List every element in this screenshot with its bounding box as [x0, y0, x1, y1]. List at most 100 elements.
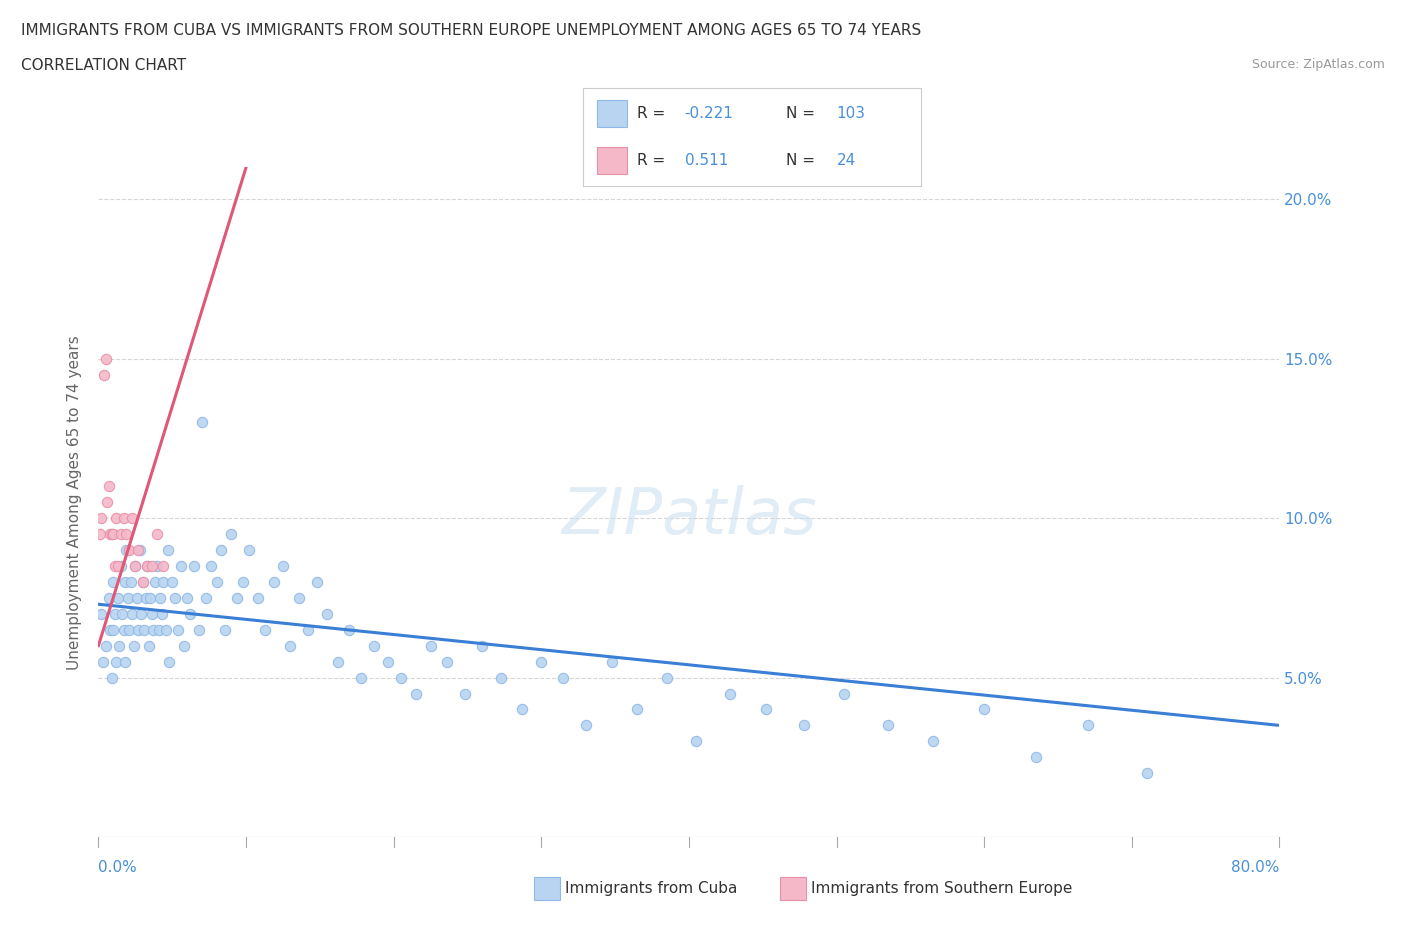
- Point: [191, 415, 214, 430]
- Point: [103, 526, 125, 541]
- Point: [263, 575, 285, 590]
- Point: [107, 559, 129, 574]
- Point: [91, 654, 114, 669]
- Point: [405, 686, 427, 701]
- Point: [195, 591, 218, 605]
- Point: [97, 591, 120, 605]
- Point: [877, 718, 900, 733]
- Point: [832, 686, 855, 701]
- Text: R =: R =: [637, 153, 665, 168]
- Point: [377, 654, 399, 669]
- Point: [170, 559, 193, 574]
- Point: [111, 606, 134, 621]
- Point: [162, 575, 183, 590]
- Point: [134, 622, 156, 637]
- Point: [107, 591, 129, 605]
- Point: [973, 702, 995, 717]
- Point: [118, 622, 141, 637]
- Point: [104, 559, 127, 574]
- Point: [238, 542, 260, 557]
- Point: [141, 559, 163, 574]
- Point: [139, 591, 162, 605]
- Point: [173, 638, 195, 653]
- Point: [124, 559, 146, 574]
- Text: R =: R =: [637, 106, 665, 121]
- Point: [600, 654, 623, 669]
- Text: 103: 103: [837, 106, 866, 121]
- Point: [436, 654, 458, 669]
- Text: 80.0%: 80.0%: [1232, 860, 1279, 875]
- Point: [510, 702, 533, 717]
- Point: [104, 606, 127, 621]
- Point: [156, 542, 179, 557]
- Point: [1025, 750, 1047, 764]
- Point: [114, 575, 136, 590]
- Point: [98, 622, 121, 637]
- Point: [530, 654, 553, 669]
- Point: [143, 575, 166, 590]
- Point: [121, 511, 143, 525]
- Text: Source: ZipAtlas.com: Source: ZipAtlas.com: [1251, 58, 1385, 71]
- Point: [122, 638, 145, 653]
- Point: [209, 542, 232, 557]
- Point: [94, 638, 117, 653]
- Point: [90, 606, 112, 621]
- Point: [115, 526, 138, 541]
- Point: [136, 559, 159, 574]
- Point: [288, 591, 311, 605]
- Point: [155, 622, 177, 637]
- Point: [128, 542, 150, 557]
- Point: [246, 591, 269, 605]
- Point: [271, 559, 294, 574]
- Text: Immigrants from Cuba: Immigrants from Cuba: [565, 881, 738, 896]
- Point: [105, 654, 128, 669]
- Point: [339, 622, 360, 637]
- Point: [136, 559, 159, 574]
- Point: [419, 638, 441, 653]
- Point: [278, 638, 302, 653]
- Point: [167, 622, 190, 637]
- Point: [115, 542, 138, 557]
- Bar: [598, 100, 627, 127]
- Point: [148, 622, 170, 637]
- Point: [114, 654, 136, 669]
- Y-axis label: Unemployment Among Ages 65 to 74 years: Unemployment Among Ages 65 to 74 years: [67, 335, 83, 670]
- Point: [389, 671, 412, 685]
- Text: 24: 24: [837, 153, 856, 168]
- Point: [491, 671, 513, 685]
- Point: [453, 686, 475, 701]
- Text: ZIPatlas: ZIPatlas: [561, 485, 817, 547]
- Point: [326, 654, 349, 669]
- Point: [127, 622, 149, 637]
- Text: IMMIGRANTS FROM CUBA VS IMMIGRANTS FROM SOUTHERN EUROPE UNEMPLOYMENT AMONG AGES : IMMIGRANTS FROM CUBA VS IMMIGRANTS FROM …: [21, 23, 921, 38]
- Point: [553, 671, 575, 685]
- Point: [1077, 718, 1099, 733]
- Point: [135, 591, 157, 605]
- Point: [117, 591, 139, 605]
- Point: [1135, 765, 1157, 780]
- Point: [124, 559, 146, 574]
- Point: [103, 575, 125, 590]
- Point: [685, 734, 707, 749]
- Point: [108, 638, 131, 653]
- Point: [98, 526, 121, 541]
- Point: [127, 542, 149, 557]
- Point: [152, 575, 174, 590]
- Point: [96, 495, 118, 510]
- Text: N =: N =: [786, 153, 815, 168]
- Point: [141, 606, 163, 621]
- Point: [232, 575, 254, 590]
- Point: [152, 559, 174, 574]
- Text: 0.511: 0.511: [685, 153, 728, 168]
- Point: [226, 591, 249, 605]
- Text: Immigrants from Southern Europe: Immigrants from Southern Europe: [811, 881, 1073, 896]
- Text: CORRELATION CHART: CORRELATION CHART: [21, 58, 186, 73]
- Point: [94, 352, 117, 366]
- Point: [214, 622, 236, 637]
- Point: [89, 526, 111, 541]
- Point: [165, 591, 187, 605]
- Point: [142, 622, 165, 637]
- Point: [200, 559, 222, 574]
- Point: [112, 511, 135, 525]
- Bar: [598, 147, 627, 174]
